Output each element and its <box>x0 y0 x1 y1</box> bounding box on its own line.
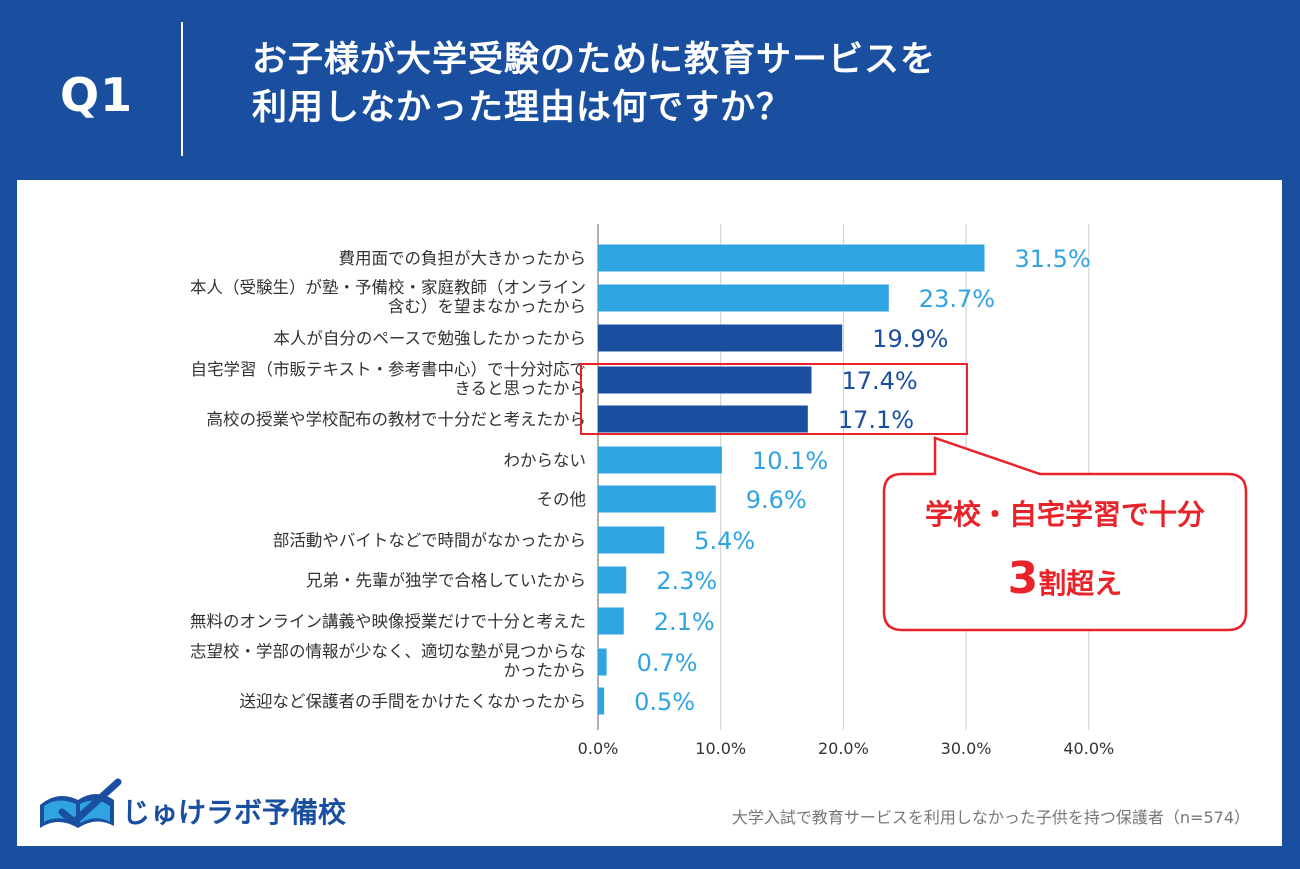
category-label-line: きると思ったから <box>454 379 586 398</box>
value-labels: 31.5% 23.7% 19.9% 17.4% 17.1% 10.1% 9.6% 5.4% 2.… <box>634 245 1091 716</box>
bars <box>598 244 985 715</box>
callout-number: 3 <box>1008 553 1039 604</box>
question-title-line2: 利用しなかった理由は何ですか？ <box>252 88 793 128</box>
x-tick-label: 40.0% <box>1063 739 1114 758</box>
category-label: その他 <box>537 490 587 509</box>
callout-line2: 3割超え <box>1008 553 1123 604</box>
category-label: 部活動やバイトなどで時間がなかったから <box>273 531 586 550</box>
value-label: 0.5% <box>634 688 695 716</box>
category-label: 本人が自分のペースで勉強したかったから <box>273 329 586 348</box>
value-label: 19.9% <box>872 325 948 353</box>
bar <box>598 485 716 513</box>
category-label: 自宅学習（市販テキスト・参考書中心）で十分対応できると思ったから <box>190 360 586 398</box>
category-label-line: 含む）を望まなかったから <box>388 297 586 316</box>
value-label: 2.3% <box>656 567 717 595</box>
callout-bubble: 学校・自宅学習で十分 3割超え <box>882 436 1248 632</box>
value-label: 0.7% <box>637 649 698 677</box>
book-icon <box>40 778 122 828</box>
bar <box>598 687 605 715</box>
callout-suffix: 割超え <box>1038 567 1122 600</box>
bar <box>598 405 808 433</box>
category-label: 費用面での負担が大きかったから <box>339 249 587 268</box>
value-label: 31.5% <box>1015 245 1091 273</box>
bar <box>598 324 843 352</box>
category-label: わからない <box>504 451 587 470</box>
logo: じゅけラボ予備校 <box>40 778 347 829</box>
value-label: 17.4% <box>841 367 917 395</box>
category-label-line: 志望校・学部の情報が少なく、適切な塾が見つからな <box>190 641 586 661</box>
value-label: 5.4% <box>694 527 755 555</box>
category-label: 兄弟・先輩が独学で合格していたから <box>306 571 586 590</box>
bar <box>598 284 889 312</box>
value-label: 2.1% <box>654 608 715 636</box>
callout-shape <box>882 436 1248 632</box>
category-label-line: かったから <box>504 661 587 680</box>
bar <box>598 244 985 272</box>
bar <box>598 648 607 676</box>
bar <box>598 446 722 474</box>
header: Q1 お子様が大学受験のために教育サービスを 利用しなかった理由は何ですか？ <box>0 0 1300 180</box>
category-label-line: 自宅学習（市販テキスト・参考書中心）で十分対応で <box>190 360 586 379</box>
bar <box>598 526 665 554</box>
category-label: 志望校・学部の情報が少なく、適切な塾が見つからなかったから <box>190 641 586 680</box>
category-labels: 費用面での負担が大きかったから本人（受験生）が塾・予備校・家庭教師（オンライン含… <box>190 249 586 711</box>
value-label: 10.1% <box>752 447 828 475</box>
question-number: Q1 <box>60 68 134 122</box>
value-label: 9.6% <box>746 486 807 514</box>
x-tick-label: 0.0% <box>578 739 619 758</box>
category-label-line: 本人（受験生）が塾・予備校・家庭教師（オンライン <box>190 277 586 297</box>
question-title: お子様が大学受験のために教育サービスを 利用しなかった理由は何ですか？ <box>252 36 936 132</box>
bar <box>598 607 624 635</box>
category-label: 本人（受験生）が塾・予備校・家庭教師（オンライン含む）を望まなかったから <box>190 277 586 316</box>
highlight-box <box>580 363 968 435</box>
x-tick-labels: 0.0% 10.0% 20.0% 30.0% 40.0% <box>578 739 1115 758</box>
x-tick-label: 20.0% <box>818 739 869 758</box>
logo-text: じゅけラボ予備校 <box>122 796 347 829</box>
bar <box>598 566 627 594</box>
category-label: 送迎など保護者の手間をかけたくなかったから <box>240 692 587 711</box>
x-tick-label: 10.0% <box>695 739 746 758</box>
bar <box>598 366 812 394</box>
header-divider <box>181 22 183 156</box>
category-label: 無料のオンライン講義や映像授業だけで十分と考えた <box>190 612 586 631</box>
callout-line1: 学校・自宅学習で十分 <box>925 498 1205 531</box>
question-title-line1: お子様が大学受験のために教育サービスを <box>252 40 937 80</box>
value-label: 23.7% <box>919 285 995 313</box>
x-tick-label: 30.0% <box>941 739 992 758</box>
value-label: 17.1% <box>838 406 914 434</box>
footnote: 大学入試で教育サービスを利用しなかった子供を持つ保護者（n=574） <box>732 808 1250 827</box>
category-label: 高校の授業や学校配布の教材で十分だと考えたから <box>207 410 587 429</box>
